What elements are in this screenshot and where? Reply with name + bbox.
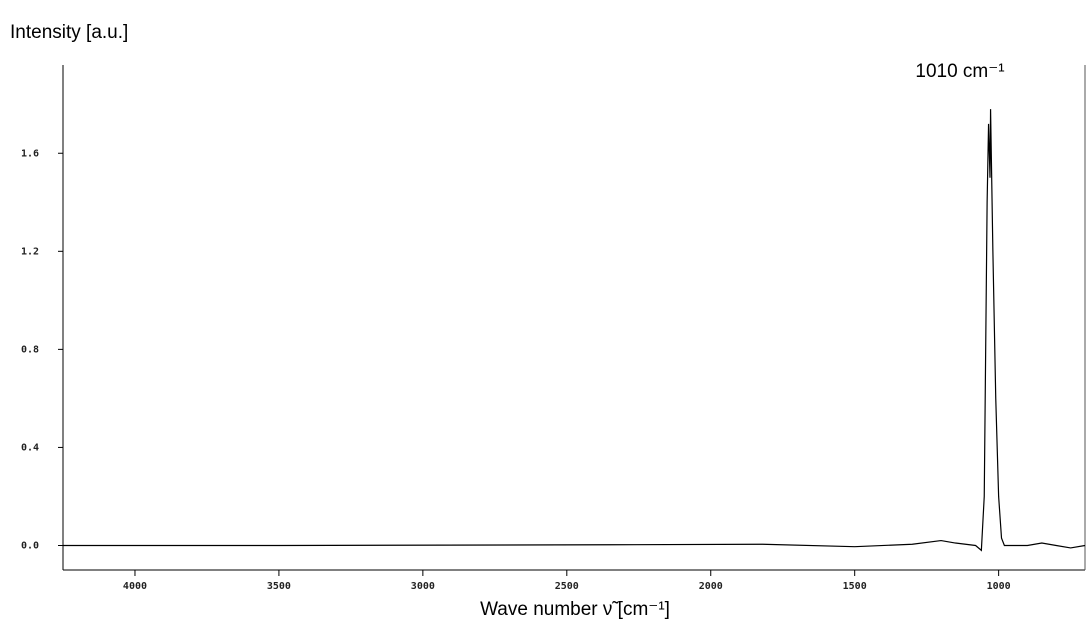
x-tick-label: 3500 — [267, 581, 291, 592]
peak-annotation: 1010 cm⁻¹ — [915, 61, 1004, 82]
x-tick-label: 1000 — [987, 581, 1011, 592]
x-axis-label: Wave number ν̃ [cm⁻¹] — [480, 599, 670, 620]
y-axis-label: Intensity [a.u.] — [10, 22, 128, 43]
y-tick-label: 0.4 — [21, 442, 39, 453]
x-tick-label: 4000 — [123, 581, 147, 592]
y-tick-label: 1.2 — [21, 246, 39, 257]
y-tick-label: 0.0 — [21, 540, 39, 551]
y-tick-label: 0.8 — [21, 344, 39, 355]
x-tick-label: 2500 — [555, 581, 579, 592]
y-tick-label: 1.6 — [21, 148, 39, 159]
x-tick-label: 2000 — [699, 581, 723, 592]
x-tick-label: 1500 — [843, 581, 867, 592]
spectrum-line — [63, 109, 1086, 552]
x-tick-label: 3000 — [411, 581, 435, 592]
